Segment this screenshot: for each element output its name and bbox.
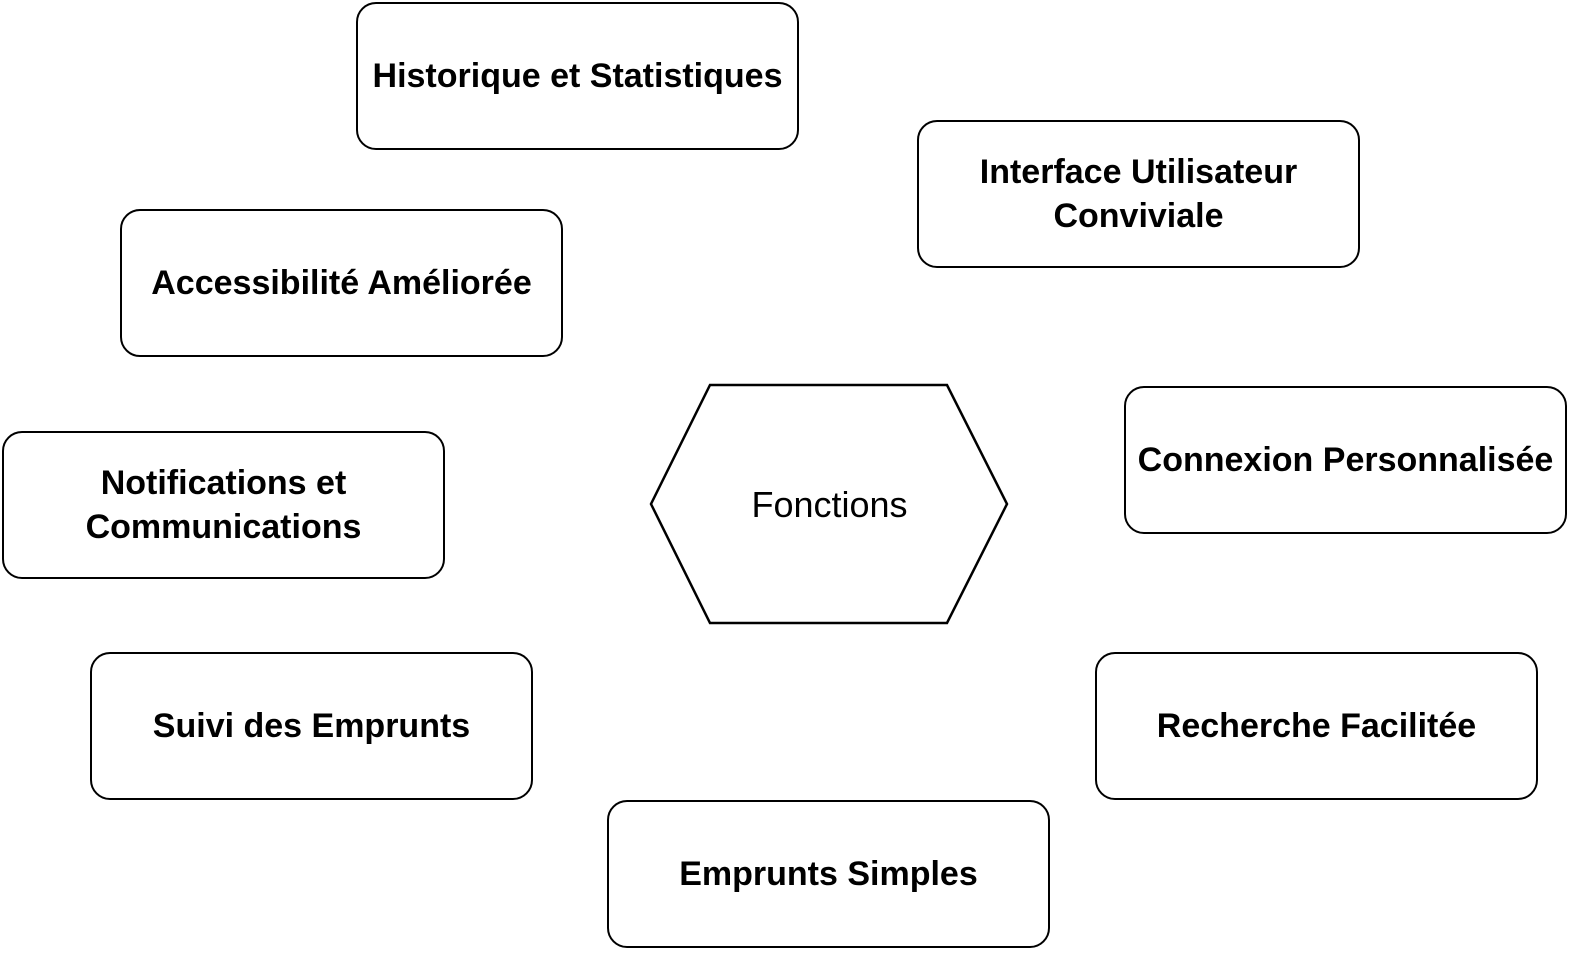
- function-label: Interface Utilisateur Conviviale: [979, 153, 1298, 235]
- function-box-notifications: Notifications et Communications: [2, 431, 445, 579]
- function-box-historique: Historique et Statistiques: [356, 2, 799, 150]
- function-label: Suivi des Emprunts: [152, 707, 471, 745]
- function-label: Historique et Statistiques: [372, 57, 783, 95]
- function-label: Emprunts Simples: [679, 855, 978, 893]
- function-label: Recherche Facilitée: [1156, 707, 1477, 745]
- function-label: Notifications et Communications: [85, 464, 362, 546]
- function-label: Accessibilité Améliorée: [151, 264, 532, 302]
- center-hexagon: [649, 383, 1009, 625]
- function-box-interface: Interface Utilisateur Conviviale: [917, 120, 1360, 268]
- center-label: Fonctions: [751, 483, 908, 525]
- function-box-accessibilite: Accessibilité Améliorée: [120, 209, 563, 357]
- function-box-suivi: Suivi des Emprunts: [90, 652, 533, 800]
- function-box-emprunts: Emprunts Simples: [607, 800, 1050, 948]
- function-box-recherche: Recherche Facilitée: [1095, 652, 1538, 800]
- function-label: Connexion Personnalisée: [1137, 441, 1554, 479]
- function-box-connexion: Connexion Personnalisée: [1124, 386, 1567, 534]
